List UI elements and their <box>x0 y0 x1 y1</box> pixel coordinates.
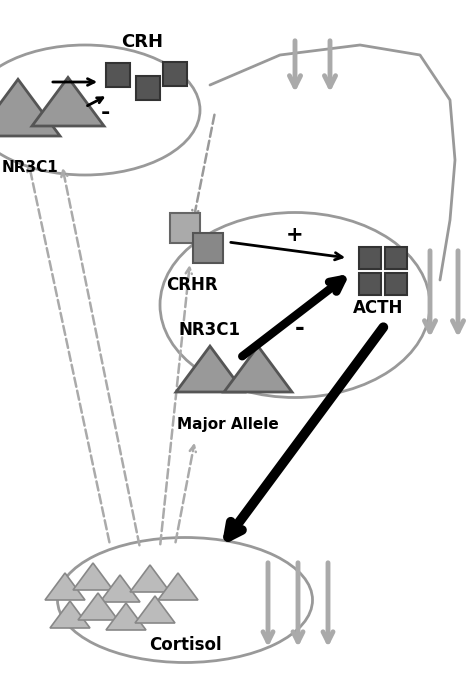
Bar <box>136 76 160 100</box>
Polygon shape <box>224 346 292 392</box>
Ellipse shape <box>0 45 200 175</box>
Polygon shape <box>106 603 146 630</box>
Bar <box>359 247 381 269</box>
Bar <box>193 233 223 263</box>
Polygon shape <box>45 573 85 600</box>
Polygon shape <box>78 593 118 620</box>
Polygon shape <box>100 575 140 602</box>
Text: -: - <box>295 316 305 340</box>
Polygon shape <box>130 565 170 592</box>
Polygon shape <box>176 346 244 392</box>
Polygon shape <box>158 573 198 600</box>
Bar <box>385 273 407 295</box>
Polygon shape <box>32 77 104 126</box>
Polygon shape <box>50 601 90 628</box>
Text: ACTH: ACTH <box>353 299 403 317</box>
Bar <box>359 273 381 295</box>
Text: Major Allele: Major Allele <box>177 418 279 433</box>
Bar <box>106 63 130 87</box>
Ellipse shape <box>57 537 312 663</box>
Bar <box>170 213 200 243</box>
Polygon shape <box>0 79 60 136</box>
Text: CRHR: CRHR <box>166 276 218 294</box>
Bar <box>385 247 407 269</box>
Text: +: + <box>286 225 304 245</box>
Text: CRH: CRH <box>121 33 163 51</box>
Text: -: - <box>100 103 109 123</box>
Bar <box>163 62 187 86</box>
Text: NR3C1: NR3C1 <box>1 160 58 175</box>
Ellipse shape <box>160 213 430 398</box>
Text: NR3C1: NR3C1 <box>179 321 241 339</box>
Polygon shape <box>135 596 175 623</box>
Text: Cortisol: Cortisol <box>149 636 221 654</box>
Polygon shape <box>73 563 113 590</box>
